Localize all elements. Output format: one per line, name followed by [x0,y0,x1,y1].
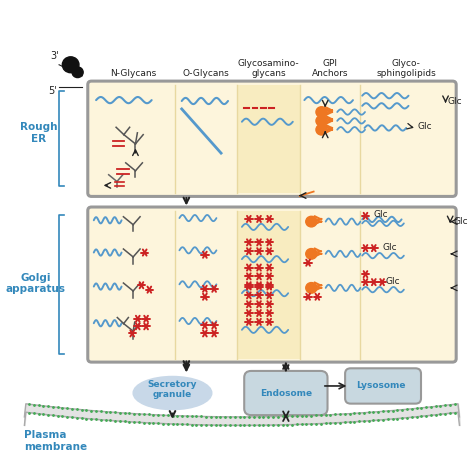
Text: Rough
ER: Rough ER [19,122,57,144]
Circle shape [62,57,79,73]
Text: Glc: Glc [448,97,463,106]
Circle shape [306,248,317,259]
Text: Glyco-
sphingolipids: Glyco- sphingolipids [376,59,436,78]
Text: Plasma
membrane: Plasma membrane [24,430,88,452]
Circle shape [72,67,83,77]
Circle shape [306,283,317,293]
Text: GPI
Anchors: GPI Anchors [311,59,348,78]
Text: Glc: Glc [385,277,400,286]
Text: 5': 5' [48,86,56,96]
Circle shape [316,116,327,126]
Bar [237,211,300,359]
Text: Golgi
apparatus: Golgi apparatus [6,273,66,294]
Circle shape [316,124,327,135]
Text: N-Glycans: N-Glycans [110,69,156,78]
Text: Glc: Glc [418,122,432,131]
Text: O-Glycans: O-Glycans [182,69,229,78]
Text: Glc: Glc [382,243,397,252]
Text: Glc: Glc [374,211,388,219]
Ellipse shape [133,376,212,410]
Text: Glc: Glc [454,217,468,226]
Text: Lysosome: Lysosome [356,381,405,390]
Text: Secretory
granule: Secretory granule [148,380,197,399]
Text: Endosome: Endosome [260,389,312,398]
Text: 3': 3' [50,51,59,61]
FancyBboxPatch shape [88,207,456,362]
FancyBboxPatch shape [345,368,421,404]
Circle shape [316,107,327,117]
Text: Glycosamino-
glycans: Glycosamino- glycans [237,59,299,78]
FancyBboxPatch shape [244,371,328,415]
FancyBboxPatch shape [88,81,456,197]
Bar [237,85,300,193]
Circle shape [306,216,317,227]
